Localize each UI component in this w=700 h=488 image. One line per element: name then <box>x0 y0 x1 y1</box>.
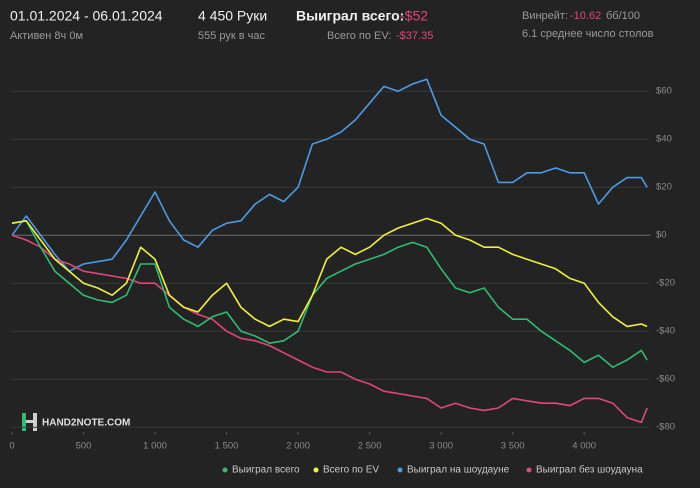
legend-swatch <box>397 467 403 473</box>
legend-label: Всего по EV <box>323 465 379 476</box>
legend-swatch <box>222 467 228 473</box>
logo: HAND2NOTE.COM <box>42 418 130 429</box>
active-time: Активен 8ч 0м <box>10 30 83 42</box>
x-tick-label: 0 <box>9 441 14 452</box>
winrate-unit: бб/100 <box>606 10 640 22</box>
x-tick-label: 500 <box>76 441 92 452</box>
hands-per-hour: 555 рук в час <box>198 30 266 42</box>
logo-icon <box>26 420 33 423</box>
winrate-label: Винрейт: <box>522 10 568 22</box>
x-tick-label: 3 500 <box>501 441 525 452</box>
series-line <box>11 234 648 424</box>
y-tick-label: -$20 <box>656 278 675 289</box>
legend-swatch <box>526 467 532 473</box>
tables: 6.1 среднее число столов <box>522 28 654 40</box>
logo-icon <box>22 413 26 431</box>
y-tick-label: $60 <box>656 86 672 97</box>
series-line <box>11 78 648 272</box>
y-tick-label: $0 <box>656 230 667 241</box>
legend-label: Выиграл всего <box>232 465 300 476</box>
won-label: Выиграл всего: <box>296 8 404 24</box>
y-tick-label: $40 <box>656 134 672 145</box>
legend-label: Выиграл без шоудауна <box>536 464 643 476</box>
ev-value: -$37.35 <box>396 30 433 42</box>
y-tick-label: -$40 <box>656 326 675 337</box>
logo-icon <box>33 413 37 431</box>
series-line <box>11 220 648 368</box>
x-tick-label: 2 500 <box>358 441 382 452</box>
ev-label: Всего по EV: <box>327 30 391 42</box>
y-tick-label: -$80 <box>656 422 675 433</box>
y-tick-label: -$60 <box>656 374 675 385</box>
x-tick-label: 2 000 <box>286 441 310 452</box>
x-tick-label: 1 500 <box>215 441 239 452</box>
y-tick-label: $20 <box>656 182 672 193</box>
series-line <box>11 217 648 328</box>
legend-label: Выиграл на шоудауне <box>407 465 510 476</box>
won-value: -$52 <box>400 8 428 24</box>
hands: 4 450 Руки <box>198 8 267 24</box>
legend-swatch <box>313 467 319 473</box>
x-tick-label: 3 000 <box>429 441 453 452</box>
x-tick-label: 4 000 <box>572 441 596 452</box>
period: 01.01.2024 - 06.01.2024 <box>10 8 163 24</box>
winrate-value: -10.62 <box>570 10 601 22</box>
x-tick-label: 1 000 <box>143 441 167 452</box>
